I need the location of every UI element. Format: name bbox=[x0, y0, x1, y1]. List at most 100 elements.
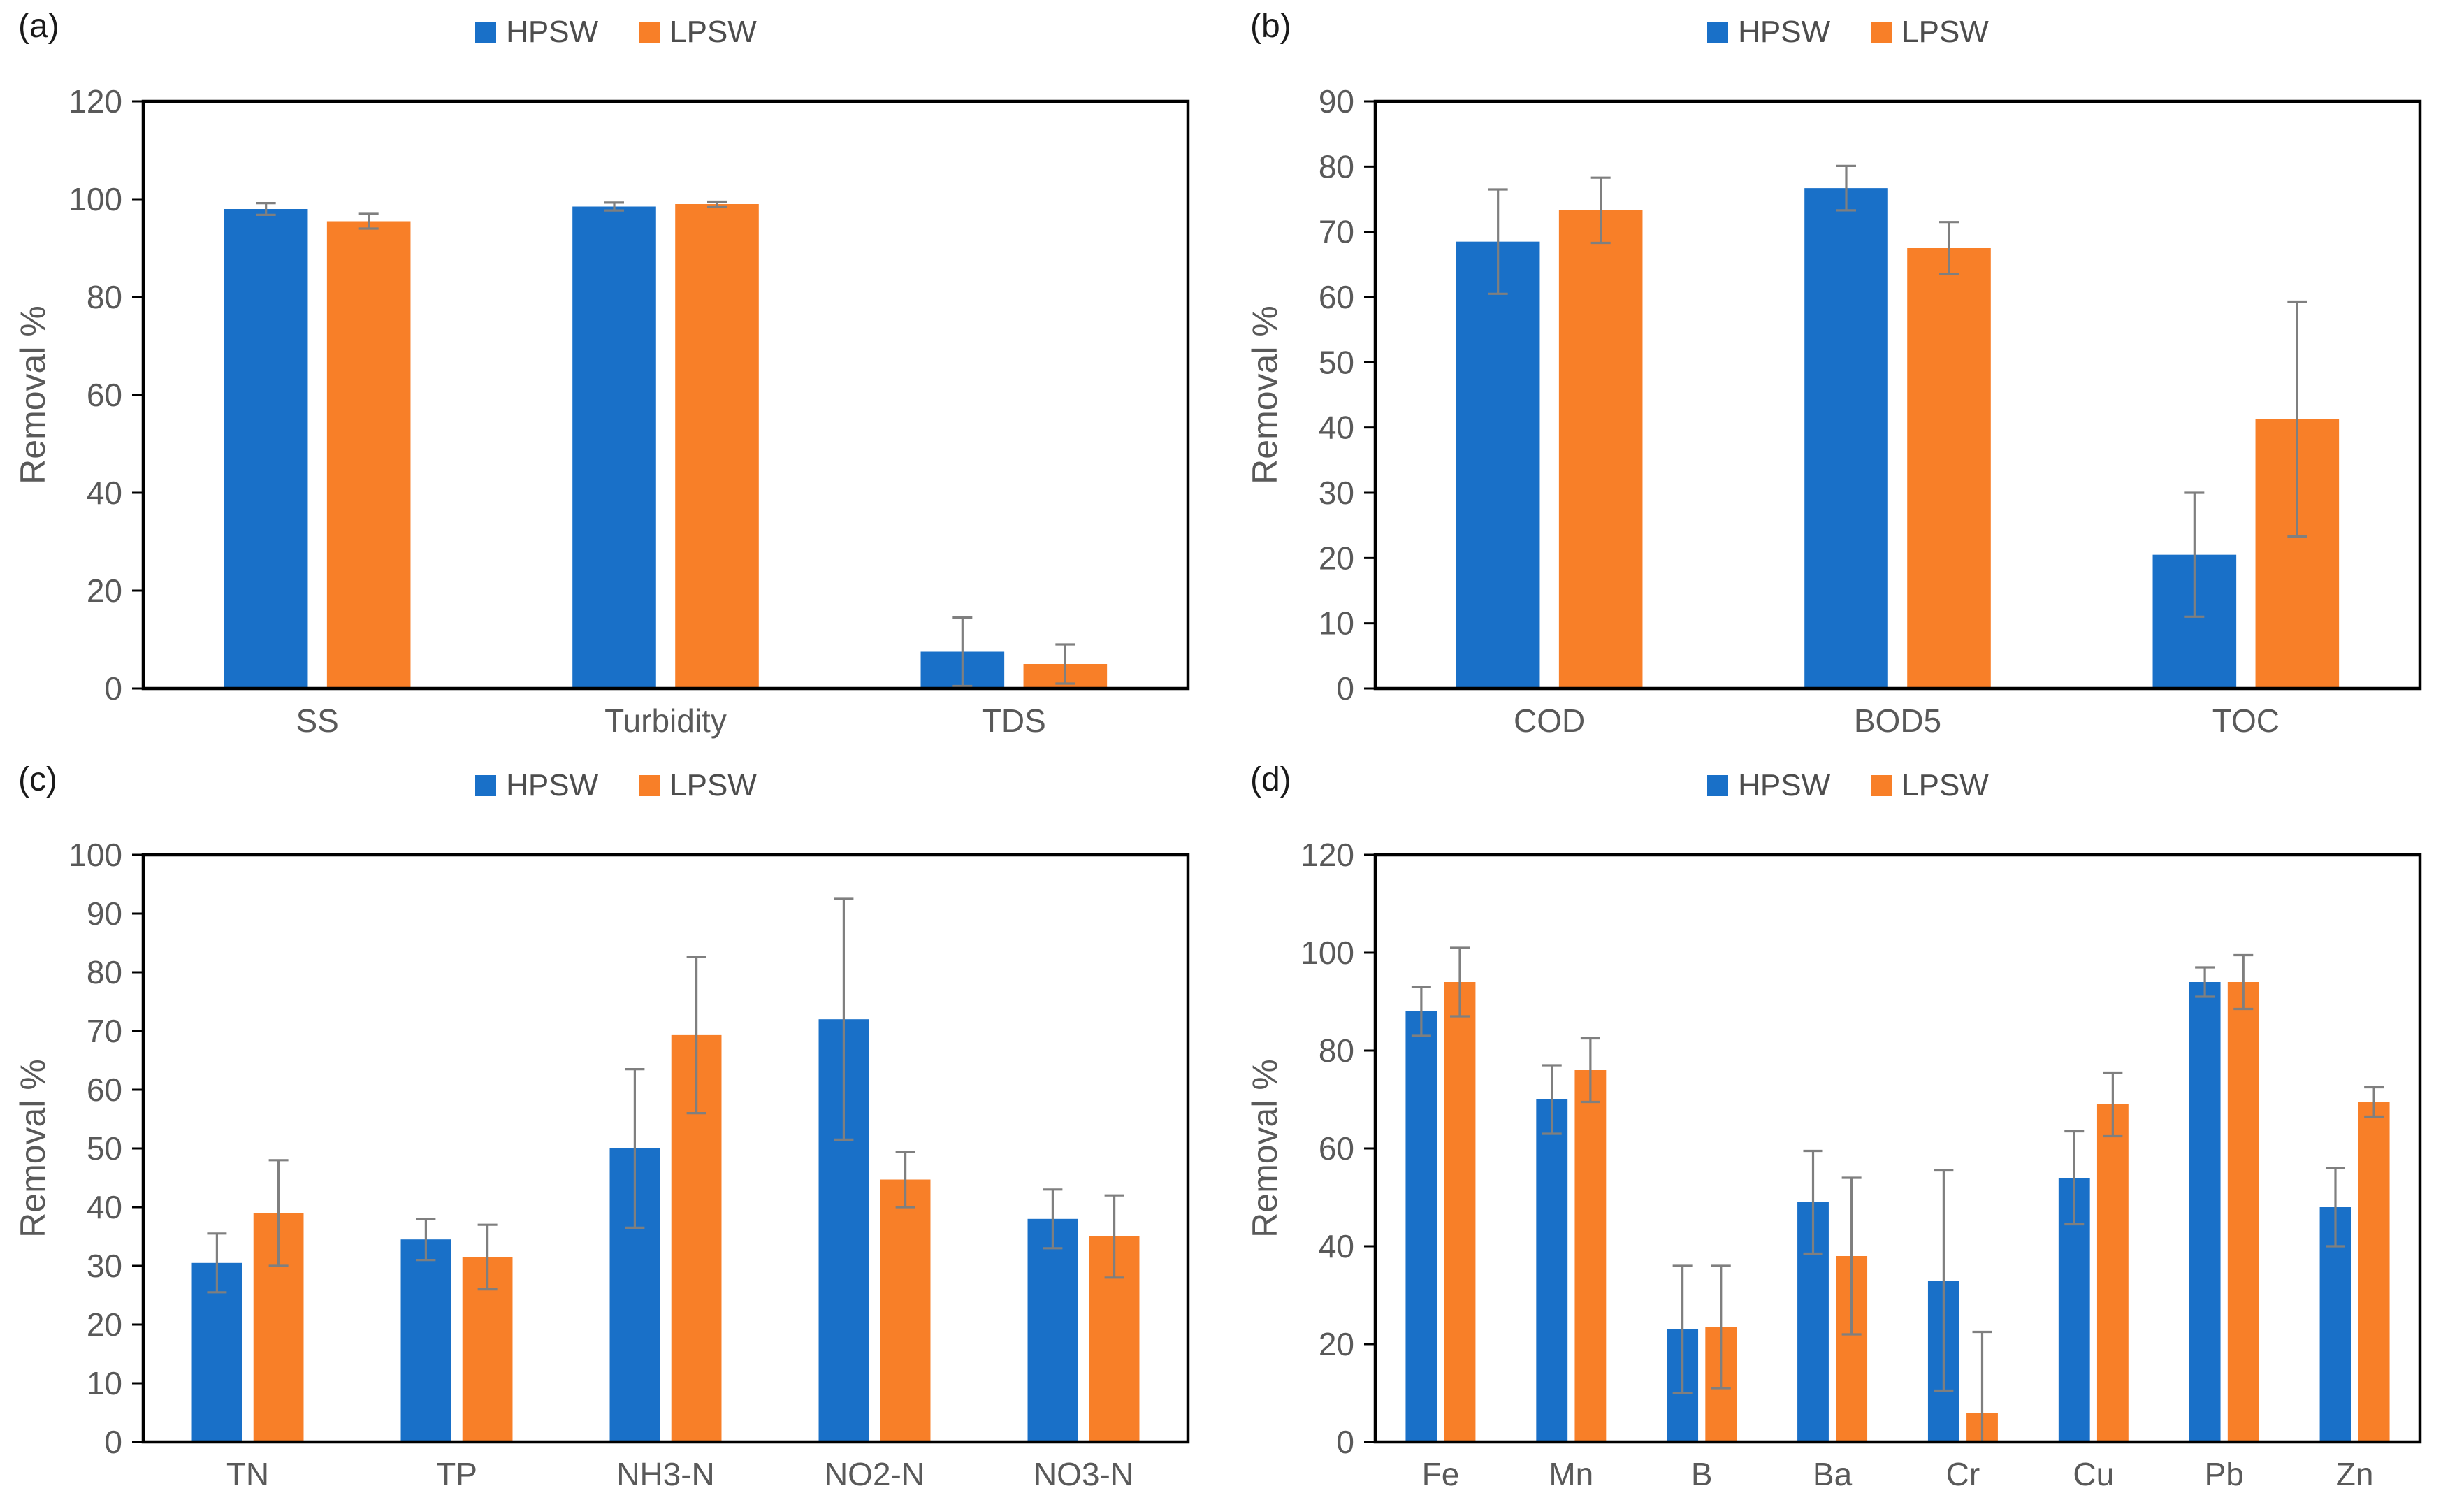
svg-text:Removal %: Removal % bbox=[13, 1059, 52, 1238]
legend-c: HPSW LPSW bbox=[0, 770, 1232, 801]
svg-text:0: 0 bbox=[104, 1424, 122, 1460]
panel-b: (b) HPSW LPSW 0 10 20 30 40 50 60 70 80 90 COD BOD5… bbox=[1232, 0, 2464, 754]
legend-label-lpsw: LPSW bbox=[669, 768, 757, 802]
svg-text:30: 30 bbox=[1319, 475, 1354, 511]
svg-text:Zn: Zn bbox=[2336, 1456, 2374, 1492]
svg-text:NO3-N: NO3-N bbox=[1034, 1456, 1133, 1492]
svg-text:90: 90 bbox=[87, 895, 122, 932]
legend-label-lpsw: LPSW bbox=[669, 15, 757, 49]
svg-text:10: 10 bbox=[1319, 605, 1354, 642]
svg-text:TOC: TOC bbox=[2212, 702, 2280, 739]
legend-b: HPSW LPSW bbox=[1232, 17, 2464, 48]
svg-text:Removal %: Removal % bbox=[1245, 305, 1284, 484]
panel-c-header: (c) HPSW LPSW bbox=[0, 754, 1232, 818]
svg-text:Mn: Mn bbox=[1549, 1456, 1593, 1492]
legend-a: HPSW LPSW bbox=[0, 17, 1232, 48]
svg-text:40: 40 bbox=[1319, 410, 1354, 446]
svg-text:20: 20 bbox=[1319, 540, 1354, 576]
svg-text:40: 40 bbox=[1319, 1228, 1354, 1264]
lpsw-swatch-icon bbox=[1871, 22, 1892, 43]
legend-item-lpsw: LPSW bbox=[1871, 17, 1989, 48]
svg-text:60: 60 bbox=[87, 377, 122, 413]
svg-text:COD: COD bbox=[1514, 702, 1585, 739]
svg-text:NO2-N: NO2-N bbox=[825, 1456, 925, 1492]
svg-text:B: B bbox=[1691, 1456, 1713, 1492]
hpsw-swatch-icon bbox=[475, 775, 497, 796]
svg-text:40: 40 bbox=[87, 1189, 122, 1225]
svg-text:20: 20 bbox=[1319, 1326, 1354, 1362]
legend-label-lpsw: LPSW bbox=[1901, 768, 1989, 802]
panel-a: (a) HPSW LPSW 0 20 40 60 80 100 120 SS Turbidity… bbox=[0, 0, 1232, 754]
hpsw-swatch-icon bbox=[1707, 775, 1729, 796]
panel-c: (c) HPSW LPSW 0 10 20 30 40 50 60 70 80 90 100 TN TP… bbox=[0, 754, 1232, 1507]
svg-text:60: 60 bbox=[1319, 1130, 1354, 1167]
svg-text:0: 0 bbox=[1336, 670, 1354, 707]
svg-text:TN: TN bbox=[226, 1456, 269, 1492]
svg-text:60: 60 bbox=[87, 1072, 122, 1108]
svg-text:Removal %: Removal % bbox=[1245, 1059, 1284, 1238]
chart-b-canvas: 0 10 20 30 40 50 60 70 80 90 COD BOD5 TOC Removal % bbox=[1245, 83, 2422, 739]
legend-label-hpsw: HPSW bbox=[506, 768, 599, 802]
svg-text:20: 20 bbox=[87, 1306, 122, 1343]
lpsw-swatch-icon bbox=[639, 775, 660, 796]
svg-text:30: 30 bbox=[87, 1248, 122, 1284]
legend-label-hpsw: HPSW bbox=[1738, 15, 1831, 49]
svg-text:SS: SS bbox=[296, 702, 338, 739]
legend-item-hpsw: HPSW bbox=[1707, 770, 1830, 801]
svg-text:120: 120 bbox=[1300, 837, 1354, 873]
panel-b-letter: (b) bbox=[1250, 8, 1291, 45]
lpsw-swatch-icon bbox=[639, 22, 660, 43]
hpsw-swatch-icon bbox=[475, 22, 497, 43]
svg-text:Fe: Fe bbox=[1422, 1456, 1460, 1492]
svg-text:70: 70 bbox=[1319, 214, 1354, 250]
svg-text:Ba: Ba bbox=[1813, 1456, 1853, 1492]
svg-text:80: 80 bbox=[1319, 148, 1354, 185]
legend-item-lpsw: LPSW bbox=[639, 770, 757, 801]
svg-text:70: 70 bbox=[87, 1013, 122, 1049]
svg-text:10: 10 bbox=[87, 1365, 122, 1401]
legend-item-hpsw: HPSW bbox=[475, 770, 598, 801]
legend-label-hpsw: HPSW bbox=[1738, 768, 1831, 802]
panel-a-header: (a) HPSW LPSW bbox=[0, 0, 1232, 64]
svg-text:80: 80 bbox=[87, 279, 122, 315]
svg-text:TP: TP bbox=[436, 1456, 477, 1492]
svg-text:Cr: Cr bbox=[1946, 1456, 1980, 1492]
hpsw-swatch-icon bbox=[1707, 22, 1729, 43]
svg-text:90: 90 bbox=[1319, 83, 1354, 120]
svg-text:60: 60 bbox=[1319, 279, 1354, 315]
chart-c-canvas: 0 10 20 30 40 50 60 70 80 90 100 TN TP NH3-N NO2-N NO3-… bbox=[13, 837, 1190, 1492]
svg-text:50: 50 bbox=[1319, 344, 1354, 380]
panel-a-letter: (a) bbox=[18, 8, 59, 45]
svg-text:Pb: Pb bbox=[2205, 1456, 2244, 1492]
svg-text:100: 100 bbox=[68, 837, 122, 873]
svg-text:50: 50 bbox=[87, 1130, 122, 1167]
svg-text:Removal %: Removal % bbox=[13, 305, 52, 484]
svg-text:40: 40 bbox=[87, 475, 122, 511]
svg-text:100: 100 bbox=[1300, 935, 1354, 971]
legend-label-lpsw: LPSW bbox=[1901, 15, 1989, 49]
legend-d: HPSW LPSW bbox=[1232, 770, 2464, 801]
legend-label-hpsw: HPSW bbox=[506, 15, 599, 49]
legend-item-hpsw: HPSW bbox=[475, 17, 598, 48]
svg-text:80: 80 bbox=[1319, 1032, 1354, 1069]
panel-d-header: (d) HPSW LPSW bbox=[1232, 754, 2464, 818]
panel-d-letter: (d) bbox=[1250, 761, 1291, 798]
svg-text:0: 0 bbox=[1336, 1424, 1354, 1460]
panel-c-letter: (c) bbox=[18, 761, 57, 798]
svg-text:Cu: Cu bbox=[2073, 1456, 2114, 1492]
svg-text:Turbidity: Turbidity bbox=[604, 702, 727, 739]
legend-item-hpsw: HPSW bbox=[1707, 17, 1830, 48]
svg-text:100: 100 bbox=[68, 181, 122, 217]
svg-text:20: 20 bbox=[87, 572, 122, 609]
lpsw-swatch-icon bbox=[1871, 775, 1892, 796]
svg-text:80: 80 bbox=[87, 954, 122, 990]
chart-d-canvas: 0 20 40 60 80 100 120 Fe Mn B Ba Cr Cu Pb Zn Removal % bbox=[1245, 837, 2422, 1492]
panel-d: (d) HPSW LPSW 0 20 40 60 80 100 120 Fe Mn B Ba Cr Cu… bbox=[1232, 754, 2464, 1507]
svg-text:120: 120 bbox=[68, 83, 122, 120]
svg-text:TDS: TDS bbox=[982, 702, 1046, 739]
svg-text:BOD5: BOD5 bbox=[1854, 702, 1941, 739]
svg-text:0: 0 bbox=[104, 670, 122, 707]
legend-item-lpsw: LPSW bbox=[639, 17, 757, 48]
legend-item-lpsw: LPSW bbox=[1871, 770, 1989, 801]
